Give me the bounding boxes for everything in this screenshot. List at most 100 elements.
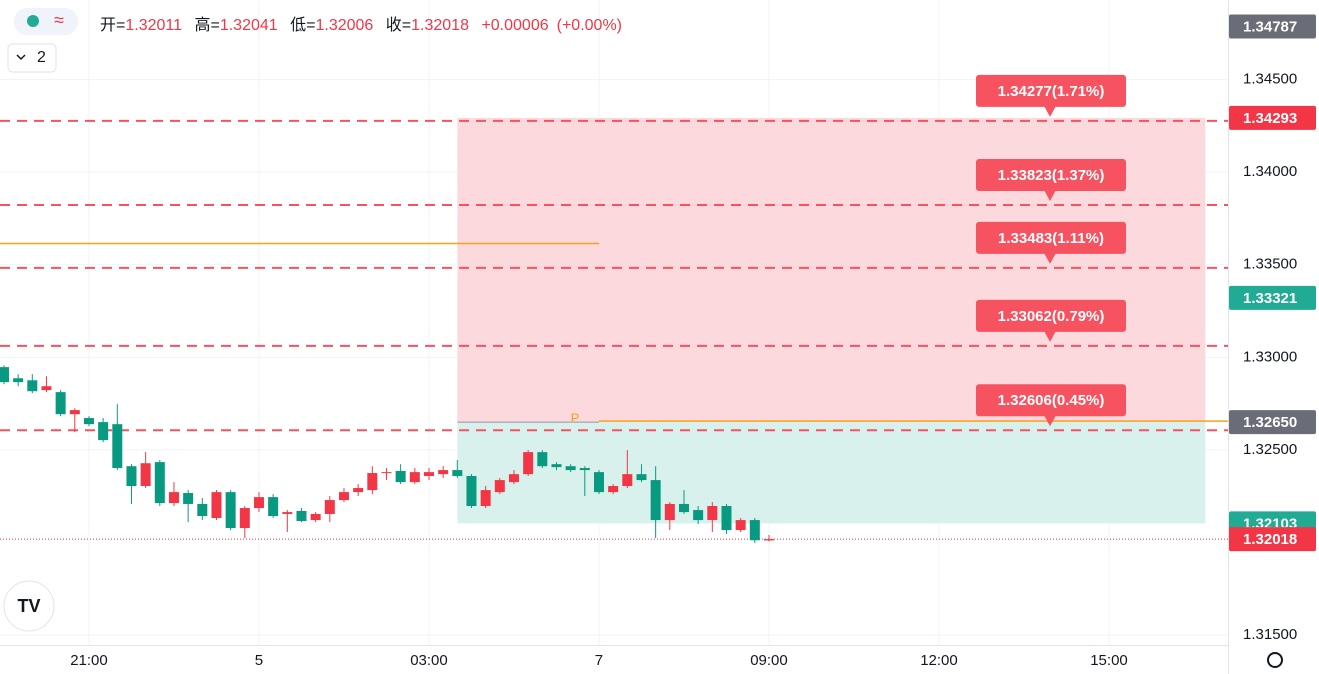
legend-change-pct: (+0.00%) bbox=[556, 17, 622, 34]
position-marker: P bbox=[571, 411, 580, 426]
candle-body bbox=[707, 505, 718, 521]
legend-label: 开= bbox=[100, 17, 126, 34]
candle-body bbox=[452, 470, 463, 477]
candle-body bbox=[0, 367, 9, 383]
candle-body bbox=[98, 422, 109, 441]
x-tick-label: 03:00 bbox=[410, 652, 448, 669]
candle-body bbox=[466, 476, 477, 506]
price-label-box bbox=[1229, 527, 1316, 552]
x-tick-label: 21:00 bbox=[70, 652, 108, 669]
candle-body bbox=[409, 472, 420, 483]
candle-body bbox=[253, 497, 264, 509]
candle-body bbox=[168, 492, 179, 504]
candle-body bbox=[622, 474, 633, 486]
legend-label: 高= bbox=[194, 17, 220, 34]
candle-body bbox=[225, 492, 236, 529]
candle-body bbox=[480, 490, 491, 506]
level-pointer bbox=[1044, 415, 1056, 427]
level-label-box bbox=[976, 221, 1126, 254]
candle-body bbox=[353, 488, 364, 493]
legend-value: 1.32011 bbox=[125, 17, 183, 34]
price-label: 1.32018 bbox=[1243, 531, 1297, 548]
level-label-box bbox=[976, 384, 1126, 417]
candle-body bbox=[324, 500, 335, 514]
candle-body bbox=[423, 472, 434, 477]
candle-body bbox=[69, 410, 80, 415]
candle-body bbox=[41, 386, 52, 391]
axis-border bbox=[0, 645, 1228, 646]
candle-body bbox=[126, 466, 137, 486]
candle-body bbox=[650, 480, 661, 521]
price-label-box bbox=[1229, 14, 1316, 39]
axis-border bbox=[1228, 0, 1229, 674]
level-label-box bbox=[976, 158, 1126, 191]
candle-body bbox=[310, 513, 321, 521]
candle-body bbox=[13, 378, 24, 383]
candle-body bbox=[636, 474, 647, 481]
candle-body bbox=[27, 380, 38, 392]
candle-body bbox=[721, 505, 732, 531]
candle-body bbox=[282, 512, 293, 514]
x-tick-label: 12:00 bbox=[920, 652, 958, 669]
level-pointer bbox=[1044, 189, 1056, 201]
price-label: 1.34787 bbox=[1243, 18, 1297, 35]
stop-zone bbox=[457, 422, 1206, 524]
candle-body bbox=[735, 520, 746, 531]
y-tick-label: 1.32500 bbox=[1243, 441, 1297, 458]
candle-body bbox=[438, 470, 449, 475]
legend-label: 收= bbox=[385, 17, 412, 34]
price-label: 1.34293 bbox=[1243, 110, 1297, 127]
candle-body bbox=[296, 510, 307, 521]
candle-body bbox=[140, 463, 151, 486]
candle-body bbox=[608, 486, 619, 493]
legend-label: 低= bbox=[290, 17, 316, 34]
candle-body bbox=[593, 472, 604, 493]
price-label-box bbox=[1229, 410, 1316, 435]
level-label: 1.34277(1.71%) bbox=[998, 83, 1105, 100]
level-pointer bbox=[1044, 252, 1056, 264]
price-label: 1.32650 bbox=[1243, 414, 1297, 431]
x-tick-label: 09:00 bbox=[750, 652, 788, 669]
y-tick-label: 1.34500 bbox=[1243, 71, 1297, 88]
level-label: 1.33823(1.37%) bbox=[998, 167, 1105, 184]
legend-value: 1.32018 bbox=[411, 17, 469, 34]
candle-body bbox=[678, 503, 689, 513]
ohlc-legend: 开=1.32011 高=1.32041 低=1.32006 收=1.32018 … bbox=[100, 11, 630, 35]
level-label-box bbox=[976, 74, 1126, 107]
candle-body bbox=[749, 520, 760, 541]
price-label-box bbox=[1229, 285, 1316, 310]
candle-body bbox=[565, 466, 576, 471]
level-label: 1.33062(0.79%) bbox=[998, 308, 1105, 325]
candle-body bbox=[268, 497, 279, 516]
level-pointer bbox=[1044, 330, 1056, 342]
level-pointer bbox=[1044, 105, 1056, 117]
y-tick-label: 1.33000 bbox=[1243, 348, 1297, 365]
candle-body bbox=[551, 464, 562, 468]
candle-body bbox=[338, 492, 349, 501]
legend-value: 1.32006 bbox=[315, 17, 374, 34]
candle-body bbox=[211, 492, 222, 519]
legend-change: +0.00006 bbox=[481, 17, 549, 34]
candle-body bbox=[381, 472, 392, 474]
candle-body bbox=[239, 508, 250, 529]
candle-body bbox=[112, 424, 123, 469]
price-label: 1.33321 bbox=[1243, 290, 1297, 307]
candle-body bbox=[395, 471, 406, 483]
y-tick-label: 1.33500 bbox=[1243, 256, 1297, 273]
level-label: 1.32606(0.45%) bbox=[998, 392, 1105, 409]
candle-body bbox=[154, 462, 165, 504]
candle-body bbox=[763, 539, 774, 541]
x-tick-label: 5 bbox=[255, 652, 263, 669]
candle-body bbox=[579, 468, 590, 471]
legend-value: 1.32041 bbox=[219, 17, 278, 34]
x-tick-label: 7 bbox=[595, 652, 603, 669]
candle-body bbox=[367, 473, 378, 491]
candle-body bbox=[664, 503, 675, 521]
candle-body bbox=[83, 418, 94, 425]
candle-body bbox=[508, 474, 519, 483]
x-tick-label: 15:00 bbox=[1090, 652, 1128, 669]
candle-body bbox=[537, 452, 548, 467]
candle-body bbox=[523, 452, 534, 475]
